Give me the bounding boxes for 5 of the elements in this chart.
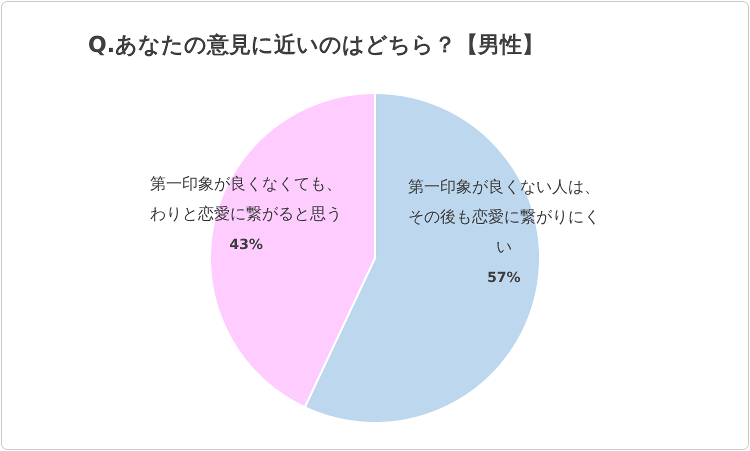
data-label: 43%	[229, 237, 263, 254]
slice-label: 第一印象が良くなくても、わりと恋愛に繋がると思う	[150, 174, 342, 224]
slice-label: 第一印象が良くない人は、その後も恋愛に繋がりにくい	[408, 176, 600, 256]
data-label: 57%	[487, 270, 521, 286]
chart-title: Q.あなたの意見に近いのはどちら？【男性】	[88, 33, 544, 58]
